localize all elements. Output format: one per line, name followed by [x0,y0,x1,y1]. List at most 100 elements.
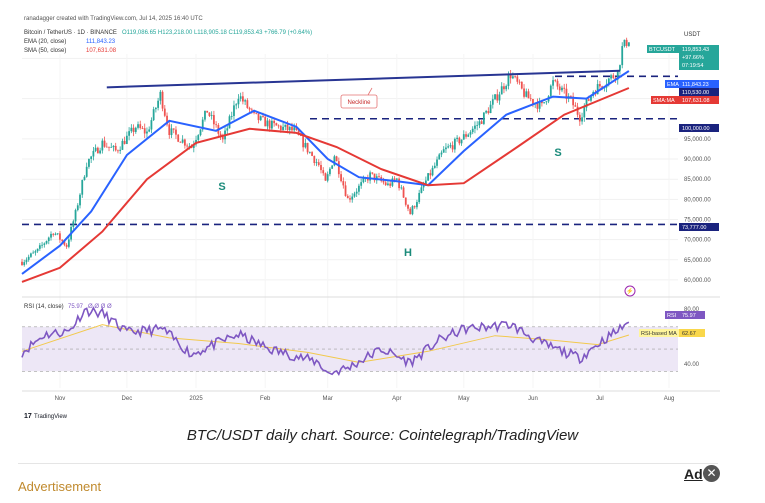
candle-body [429,173,432,176]
ema-legend-label: EMA (20, close) [24,39,66,45]
candle-body [239,96,242,99]
candle-body [244,100,247,102]
candle-body [445,147,447,150]
candle-body [83,176,86,181]
candle-body [210,115,213,116]
candle-body [431,167,434,176]
rsi-tag-name: RSI [667,313,677,319]
candle-body [433,165,436,168]
caption-divider [18,463,718,464]
candle-body [333,156,336,166]
candle-body [628,42,630,46]
level-100-value: 100,000.00 [682,126,710,132]
candle-body [157,100,160,108]
time-tick-label: Dec [122,396,133,402]
candle-body [273,120,276,124]
candle-body [25,259,28,263]
candle-body [552,80,554,86]
candle-body [295,127,298,131]
candle-body [458,137,461,144]
candle-body [583,107,586,118]
candle-body [561,87,563,91]
candle-body [119,149,122,151]
candle-body [146,131,148,134]
candle-body [219,133,222,137]
candle-body [179,141,182,143]
candle-body [554,80,557,81]
currency-label: USDT [684,32,701,38]
rsi-tag [679,311,705,319]
candle-body [150,120,153,130]
time-tick-label: Feb [260,396,271,402]
rsi-line [21,306,630,377]
candle-body [572,96,575,106]
time-axis[interactable]: Nov Dec 2025 Feb Mar Apr May Jun Jul Aug [55,396,675,402]
candle-body [317,162,320,165]
candle-body [556,80,559,87]
candle-body [152,109,155,121]
candle-body [96,147,99,154]
candle-body [36,248,39,252]
candle-body [47,237,50,242]
candle-body [221,136,224,140]
candle-body [257,113,260,121]
candle-body [487,111,490,114]
candle-body [382,180,385,183]
sma-tag [679,96,719,104]
candle-body [563,87,566,89]
rsi-tag-name-box [665,311,679,319]
candle-body [233,105,235,117]
candle-body [527,91,530,99]
time-tick-label: 2025 [189,396,203,402]
candle-body [491,99,494,105]
event-marker-icon[interactable] [624,285,636,297]
candle-body [349,198,351,200]
candle-body [30,253,32,257]
candle-body [540,101,543,104]
candle-body [101,140,104,151]
candle-body [574,105,577,107]
candle-body [204,110,206,120]
candle-body [596,84,599,95]
candle-body [282,126,284,130]
level-110-value: 110,530.00 [682,90,709,96]
candle-body [516,76,519,82]
candle-body [451,145,454,150]
candle-body [545,101,548,103]
candle-body [235,104,238,106]
candle-body [351,196,354,200]
advertisement-label: Advertisement [18,479,102,494]
candle-body [322,170,325,174]
candle-body [337,161,340,175]
candle-body [543,102,546,104]
sma-legend-label: SMA (50, close) [24,48,66,54]
candle-body [125,135,128,144]
sma-tag-name-box [651,96,679,104]
candle-body [503,86,505,90]
candle-body [63,240,66,245]
candle-body [27,256,30,260]
head-label: H [404,247,412,259]
sma-tag-value: 107,631.08 [682,98,710,104]
candle-body [601,86,604,89]
candle-body [166,115,168,125]
candle-body [529,98,532,100]
candle-body [438,154,441,160]
candle-body [163,108,166,116]
candle-body [137,124,139,128]
candle-body [297,130,300,135]
ad-badge[interactable]: Ad [684,466,703,482]
price-tick-label: 60,000.00 [684,278,711,284]
ema-tag-name: EMA [667,82,679,88]
candle-body [409,208,412,215]
candle-body [139,124,142,129]
ad-close-icon[interactable]: ✕ [703,465,720,482]
candle-body [159,91,162,101]
candle-body [378,176,380,178]
candle-body [440,152,443,155]
candle-body [482,112,485,124]
candle-body [226,128,229,131]
tradingview-logo-icon: 17 [24,413,32,420]
rsi-grid [22,326,678,372]
candle-body [469,132,472,135]
